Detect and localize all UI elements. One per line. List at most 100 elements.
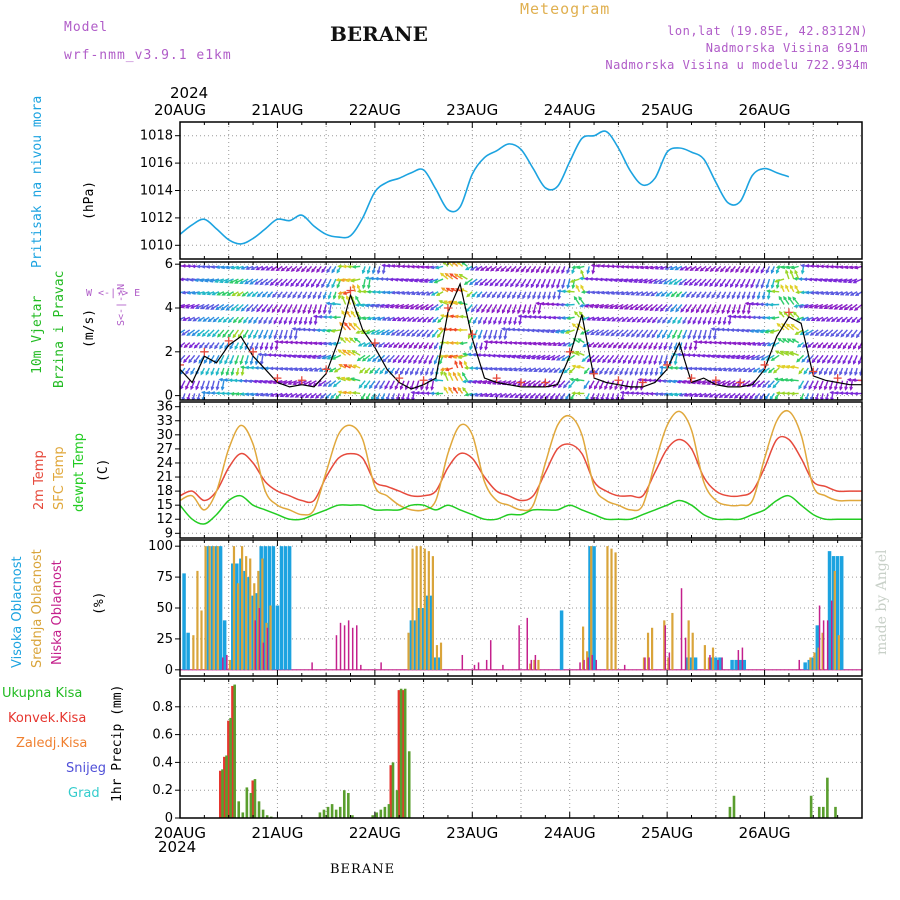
wind-arrow-head [538,368,543,373]
cloud-high-bar [413,620,418,670]
precip-total-bar [822,806,825,818]
wind-arrow [546,278,551,288]
wind-gust-marker [638,378,647,387]
wind-arrow [431,380,435,390]
wind-arrow [279,329,283,339]
wind-arrow-head [795,290,800,295]
wind-arrow-head [220,371,225,376]
wind-arrow-head [542,295,546,300]
wind-arrow-head [673,366,678,370]
wind-arrow-head [822,278,827,283]
wind-arrow [684,278,692,286]
wind-arrow-head [459,341,464,346]
wind-arrow-head [337,295,342,300]
wind-arrow-head [593,304,599,309]
wind-arrow-head [351,264,357,269]
wind-arrow-head [742,368,747,373]
wind-arrow-head [433,360,438,365]
wind-arrow-head [661,379,667,383]
wind-arrow-head [527,295,531,300]
wind-arrow [496,304,503,313]
wind-arrow-head [416,333,421,338]
wind-arrow-head [442,327,447,332]
wind-arrow-head [633,345,637,350]
wind-arrow-head [816,359,821,364]
wind-arrow-head [697,320,702,325]
wind-arrow-head [810,317,815,321]
wind-arrow-head [736,314,742,319]
wind-arrow-head [341,310,345,315]
wind-arrow-head [808,304,813,309]
wind-arrow [280,278,288,286]
wind-arrow-head [512,341,518,345]
wind-arrow-head [556,284,560,289]
wind-arrow-head [320,328,326,333]
wind-arrow-head [366,270,371,275]
wind-arrow-head [735,283,739,289]
wind-arrow-head [259,281,264,286]
wind-arrow-head [609,371,613,376]
wind-arrow-head [641,333,646,338]
wind-arrow-head [442,354,447,359]
wind-arrow-head [208,360,213,365]
wind-arrow-head [191,264,196,269]
wind-arrow-head [645,292,650,296]
wind-arrow-head [268,335,273,340]
wind-arrow-head [735,268,739,273]
wind-arrow-head [776,364,781,369]
wind-arrow-head [552,295,557,300]
wind-arrow [724,278,732,287]
wind-arrow-head [374,385,378,390]
wind-arrow-head [381,290,386,295]
wind-arrow-head [201,332,206,337]
wind-arrow-head [194,305,200,309]
wind-arrow-head [253,319,257,325]
wind-arrow-head [285,282,289,287]
wind-arrow-head [306,327,311,332]
wind-arrow-head [345,377,350,381]
wind-arrow-head [437,319,442,324]
wind-arrow-head [235,392,240,396]
precip-total-bar [347,792,350,818]
wind-arrow-head [239,345,244,351]
wind-arrow [853,278,862,284]
wind-arrow-head [653,280,658,284]
wind-arrow-head [490,267,495,272]
wind-arrow-head [434,265,440,270]
wind-arrow-head [449,341,454,345]
wind-arrow [215,278,225,283]
wind-arrow-head [675,308,680,313]
wind-arrow-head [838,306,843,310]
wind-arrow-head [527,310,531,315]
wind-arrow [600,329,610,336]
wind-arrow-head [314,394,319,399]
wind-arrow-head [189,278,194,282]
wind-arrow [205,303,215,310]
wind-arrow [711,304,717,313]
wind-arrow-head [736,295,741,300]
wind-arrow-head [852,279,857,284]
wind-arrow-head [728,394,733,399]
wind-arrow-head [444,367,450,372]
wind-arrow-head [827,278,832,283]
wind-arrow-head [368,385,373,390]
cloud-high-bar [693,657,698,670]
wind-arrow-head [588,304,594,309]
wind-arrow [803,380,810,389]
wind-arrow-head [180,385,184,390]
wind-arrow [180,317,181,318]
wind-arrow-head [717,320,722,326]
wind-arrow [479,278,488,286]
wind-arrow [541,278,546,288]
wind-arrow-head [293,367,299,372]
wind-arrow-head [340,376,346,381]
wind-arrow [634,278,644,283]
wind-arrow [790,351,799,356]
wind-arrow-head [220,265,225,270]
wind-arrow-head [853,307,858,311]
wind-arrow-head [234,360,239,366]
wind-arrow [610,329,619,337]
wind-arrow-head [517,309,521,315]
wind-arrow-head [210,386,215,391]
wind-arrow-head [330,301,335,306]
